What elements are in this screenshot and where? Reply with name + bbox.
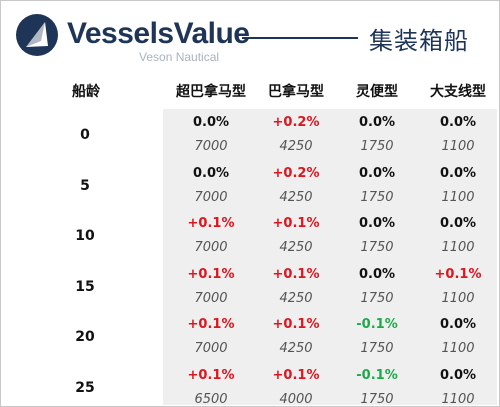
page-title: 集装箱船 [369, 27, 469, 55]
column-header: 超巴拿马型 [176, 84, 246, 100]
header: VesselsValue Veson Nautical 集装箱船 [1, 1, 500, 75]
change-cell: 0.0% [439, 115, 477, 130]
value-cell: 1750 [360, 391, 394, 407]
table-background [163, 109, 497, 405]
brand-name: VesselsValue [67, 17, 250, 50]
brand-subtitle: Veson Nautical [139, 50, 220, 64]
value-cell: 1100 [441, 189, 475, 205]
value-cell: 7000 [194, 189, 228, 205]
value-cell: 1100 [441, 341, 475, 356]
change-cell: +0.1% [187, 367, 235, 383]
value-cell: 1750 [360, 139, 394, 154]
change-cell: +0.1% [272, 367, 320, 383]
value-cell: 1100 [441, 391, 475, 407]
value-cell: 7000 [194, 290, 228, 306]
change-cell: -0.1% [356, 317, 398, 332]
value-cell: 4250 [279, 189, 313, 205]
column-header: 大支线型 [430, 84, 486, 100]
value-cell: 7000 [194, 341, 228, 356]
column-header: 巴拿马型 [268, 84, 324, 100]
change-cell: +0.1% [187, 216, 235, 231]
change-cell: -0.1% [356, 367, 398, 383]
change-cell: +0.1% [434, 266, 482, 282]
value-cell: 4250 [279, 240, 313, 255]
change-cell: +0.1% [187, 266, 235, 282]
age-label: 20 [75, 329, 95, 345]
change-cell: +0.1% [272, 216, 320, 231]
value-cell: 1750 [360, 189, 394, 205]
value-cell: 4250 [279, 139, 313, 154]
value-cell: 1100 [441, 240, 475, 255]
change-cell: +0.1% [272, 317, 320, 332]
age-label: 15 [75, 278, 95, 295]
change-cell: 0.0% [358, 115, 396, 130]
value-cell: 4000 [279, 391, 313, 407]
change-cell: 0.0% [358, 165, 396, 181]
change-cell: 0.0% [192, 115, 230, 130]
value-cell: 4250 [279, 290, 313, 306]
vesselsvalue-logo-icon [16, 14, 58, 56]
age-label: 5 [80, 177, 90, 194]
value-cell: 1100 [441, 290, 475, 306]
change-cell: +0.1% [272, 266, 320, 282]
age-label: 25 [75, 379, 95, 396]
change-cell: 0.0% [358, 266, 396, 282]
value-cell: 1750 [360, 290, 394, 306]
change-cell: +0.2% [272, 165, 320, 181]
value-cell: 7000 [194, 240, 228, 255]
change-cell: 0.0% [439, 165, 477, 181]
value-cell: 4250 [279, 341, 313, 356]
change-cell: 0.0% [192, 165, 230, 181]
change-cell: +0.2% [272, 115, 320, 130]
value-cell: 7000 [194, 139, 228, 154]
header-divider [242, 37, 358, 39]
age-column-header: 船龄 [72, 84, 100, 100]
column-header: 灵便型 [356, 84, 398, 100]
value-cell: 6500 [194, 391, 228, 407]
value-cell: 1750 [360, 240, 394, 255]
change-cell: 0.0% [439, 367, 477, 383]
change-cell: +0.1% [187, 317, 235, 332]
change-cell: 0.0% [358, 216, 396, 231]
change-cell: 0.0% [439, 317, 477, 332]
value-cell: 1100 [441, 139, 475, 154]
change-cell: 0.0% [439, 216, 477, 231]
value-cell: 1750 [360, 341, 394, 356]
age-label: 0 [80, 127, 90, 143]
age-label: 10 [75, 228, 95, 244]
